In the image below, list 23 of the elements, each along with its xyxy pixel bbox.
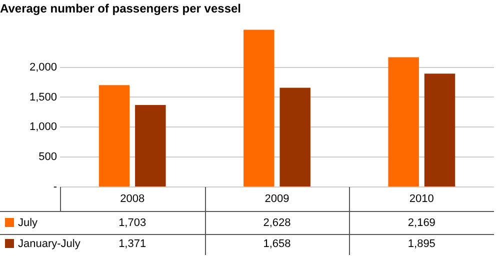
bar: [98, 85, 130, 186]
y-tick-label: 500: [38, 151, 57, 164]
bar: [424, 74, 456, 186]
y-tick-label: 1,000: [29, 121, 57, 134]
x-tick-label: 2010: [409, 193, 434, 206]
legend-label: July: [18, 217, 38, 230]
bar: [280, 88, 310, 186]
data-label: 2,169: [408, 217, 436, 230]
y-tick-label: -: [53, 181, 58, 194]
bar: [388, 57, 419, 186]
data-label: 1,371: [118, 238, 146, 250]
x-tick-label: 2009: [264, 193, 290, 206]
data-label: 1,658: [263, 238, 291, 250]
bar: [244, 30, 274, 186]
chart-title: Average number of passengers per vessel: [0, 2, 241, 16]
y-tick-label: 1,500: [29, 91, 57, 104]
bar: [135, 104, 166, 186]
x-tick-label: 2008: [120, 193, 145, 206]
data-label: 1,895: [408, 238, 436, 250]
legend-label: January-July: [18, 238, 81, 250]
data-label: 1,703: [118, 217, 146, 230]
data-label: 2,628: [263, 217, 291, 230]
y-tick-label: 2,000: [29, 61, 57, 74]
